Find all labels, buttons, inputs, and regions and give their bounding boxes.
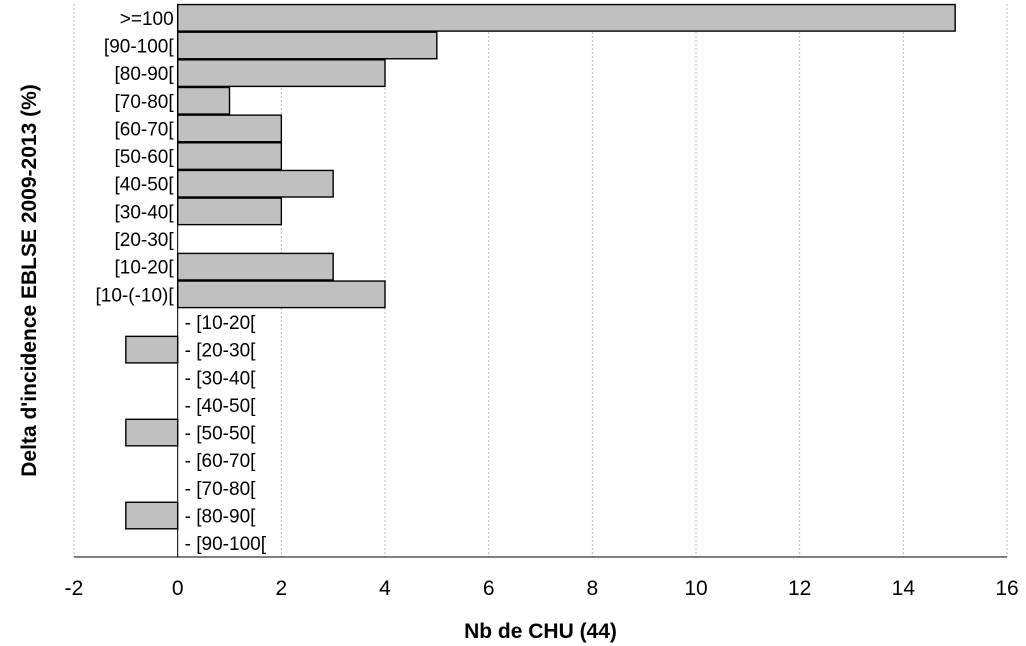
x-tick-label: 14 — [892, 577, 916, 600]
x-tick-label: -2 — [65, 577, 84, 600]
bar — [125, 418, 179, 447]
x-tick-labels: -2 0 2 4 6 8 10 12 14 16 — [65, 577, 1019, 600]
category-label: - [80-90[ — [185, 507, 256, 528]
category-label: - [20-30[ — [185, 341, 256, 362]
bar — [176, 59, 386, 88]
x-tick-label: 2 — [275, 577, 287, 600]
x-tick-label: 10 — [684, 577, 707, 600]
bar — [176, 31, 438, 60]
bar — [176, 197, 283, 226]
bar — [176, 252, 334, 281]
bar — [176, 169, 334, 198]
category-label: [10-(-10)[ — [96, 285, 175, 306]
bar — [176, 114, 283, 143]
bar — [125, 335, 179, 364]
category-label: - [60-70[ — [185, 451, 256, 472]
grid-lines — [73, 4, 1008, 557]
bars — [125, 3, 956, 530]
category-label: - [40-50[ — [185, 396, 256, 417]
x-tick-label: 4 — [379, 577, 391, 600]
category-label: [70-80[ — [115, 92, 175, 113]
x-tick-label: 8 — [586, 577, 598, 600]
category-label: - [70-80[ — [185, 479, 256, 500]
category-label: [20-30[ — [115, 230, 175, 251]
category-labels: >=100 [90-100[ [80-90[ [70-80[ [60-70[ [50-60… — [96, 9, 267, 555]
category-label: [10-20[ — [115, 258, 175, 279]
y-axis-title: Delta d'incidence EBLSE 2009-2013 (%) — [18, 84, 41, 476]
category-label: >=100 — [120, 9, 174, 30]
category-label: - [30-40[ — [185, 368, 256, 389]
x-tick-label: 16 — [995, 577, 1018, 600]
category-label: [30-40[ — [115, 202, 175, 223]
bar — [176, 280, 386, 309]
category-label: - [50-50[ — [185, 424, 256, 445]
category-label: [40-50[ — [115, 175, 175, 196]
bar — [176, 3, 956, 32]
x-tick-label: 0 — [172, 577, 184, 600]
bar — [176, 142, 283, 171]
x-tick-label: 12 — [788, 577, 811, 600]
category-label: [50-60[ — [115, 147, 175, 168]
category-label: [90-100[ — [104, 36, 174, 57]
x-tick-label: 6 — [483, 577, 495, 600]
category-label: - [10-20[ — [185, 313, 256, 334]
bar — [176, 86, 231, 115]
category-label: [80-90[ — [115, 64, 175, 85]
bar — [125, 501, 179, 530]
category-label: [60-70[ — [115, 119, 175, 140]
category-label: - [90-100[ — [185, 534, 267, 555]
x-axis-title: Nb de CHU (44) — [464, 620, 617, 643]
